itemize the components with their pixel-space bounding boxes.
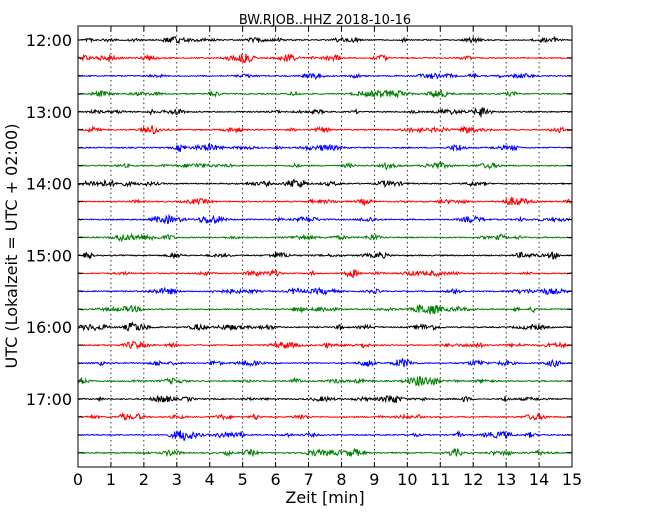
trace-1215 — [78, 54, 572, 63]
trace-1630 — [78, 358, 572, 367]
trace-1430 — [78, 215, 572, 223]
trace-1200 — [78, 37, 572, 43]
x-tick-label: 15 — [562, 470, 582, 489]
y-tick-label: 14:00 — [26, 175, 72, 194]
grid-lines — [111, 26, 539, 467]
x-tick-label: 12 — [463, 470, 483, 489]
chart-title: BW.RJOB..HHZ 2018-10-16 — [239, 13, 411, 28]
trace-1300 — [78, 108, 572, 118]
y-tick-label: 12:00 — [26, 31, 72, 50]
x-tick-label: 0 — [73, 470, 83, 489]
trace-1315 — [78, 125, 572, 133]
trace-1445 — [78, 234, 572, 241]
y-tick-label: 16:00 — [26, 318, 72, 337]
trace-1500 — [78, 252, 572, 259]
x-tick-label: 10 — [397, 470, 417, 489]
x-tick-label: 14 — [529, 470, 549, 489]
x-tick-label: 4 — [205, 470, 215, 489]
x-axis-label: Zeit [min] — [285, 488, 364, 507]
x-tick-label: 3 — [172, 470, 182, 489]
trace-1645 — [78, 377, 572, 386]
x-axis: 0 1 2 3 4 5 6 7 8 9 10 11 12 13 14 15 — [73, 26, 582, 489]
x-tick-label: 13 — [496, 470, 516, 489]
trace-1730 — [78, 430, 572, 440]
seismic-traces — [78, 37, 572, 457]
trace-1545 — [78, 305, 572, 314]
trace-1615 — [78, 341, 572, 348]
trace-1700 — [78, 395, 572, 402]
trace-1715 — [78, 414, 572, 420]
x-tick-label: 11 — [430, 470, 450, 489]
trace-1600 — [78, 323, 572, 331]
y-tick-label: 13:00 — [26, 103, 72, 122]
trace-1245 — [78, 90, 572, 97]
x-tick-label: 6 — [271, 470, 281, 489]
trace-1400 — [78, 180, 572, 188]
trace-1230 — [78, 73, 572, 79]
trace-1745 — [78, 449, 572, 457]
trace-1515 — [78, 270, 572, 278]
x-tick-label: 7 — [303, 470, 313, 489]
trace-1330 — [78, 144, 572, 152]
y-axis-label: UTC (Lokalzeit = UTC + 02:00) — [2, 124, 21, 369]
y-tick-label: 15:00 — [26, 246, 72, 265]
trace-1530 — [78, 288, 572, 294]
x-tick-label: 5 — [238, 470, 248, 489]
trace-1415 — [78, 197, 572, 205]
y-tick-label: 17:00 — [26, 390, 72, 409]
x-tick-label: 9 — [369, 470, 379, 489]
x-tick-label: 8 — [336, 470, 346, 489]
x-tick-label: 2 — [139, 470, 149, 489]
x-tick-label: 1 — [106, 470, 116, 489]
trace-1345 — [78, 163, 572, 170]
